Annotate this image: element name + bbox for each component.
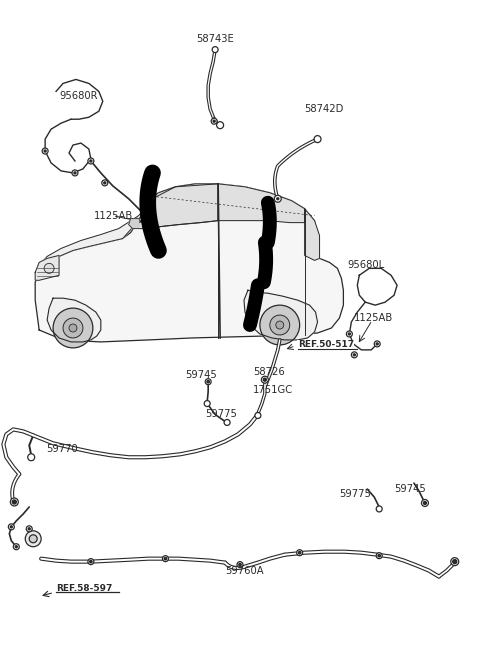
Circle shape [69, 324, 77, 332]
Circle shape [90, 160, 92, 162]
Circle shape [213, 120, 215, 122]
Circle shape [255, 413, 261, 419]
Text: 58742D: 58742D [305, 104, 344, 114]
Circle shape [15, 546, 17, 548]
Circle shape [453, 560, 457, 564]
Circle shape [351, 352, 357, 358]
Circle shape [421, 499, 429, 506]
Circle shape [72, 170, 78, 176]
Text: REF.58-597: REF.58-597 [56, 584, 112, 593]
Circle shape [88, 559, 94, 565]
Circle shape [353, 354, 355, 356]
Circle shape [12, 500, 16, 504]
Circle shape [164, 558, 167, 560]
Text: 95680L: 95680L [348, 260, 384, 270]
Circle shape [104, 182, 106, 184]
Circle shape [42, 148, 48, 154]
Circle shape [378, 554, 380, 557]
Circle shape [211, 118, 217, 124]
Circle shape [8, 524, 14, 530]
Circle shape [277, 197, 279, 199]
Circle shape [376, 553, 382, 559]
Circle shape [270, 315, 290, 335]
Polygon shape [35, 184, 343, 342]
Circle shape [90, 560, 92, 563]
Circle shape [376, 343, 378, 345]
Circle shape [297, 550, 302, 556]
Circle shape [224, 419, 230, 426]
Circle shape [274, 195, 281, 202]
Text: 1125AB: 1125AB [354, 313, 394, 323]
Circle shape [347, 331, 352, 337]
Circle shape [207, 380, 209, 383]
Circle shape [237, 562, 243, 567]
Circle shape [205, 379, 211, 384]
Circle shape [28, 454, 35, 461]
Text: 95680R: 95680R [59, 91, 97, 101]
Circle shape [25, 531, 41, 546]
Circle shape [44, 150, 46, 152]
Circle shape [53, 308, 93, 348]
Text: 59745: 59745 [394, 484, 426, 494]
Text: 59760A: 59760A [225, 565, 264, 575]
Polygon shape [35, 255, 59, 280]
Text: 1751GC: 1751GC [253, 384, 293, 395]
Polygon shape [148, 184, 218, 228]
Polygon shape [218, 184, 305, 222]
Circle shape [264, 379, 266, 381]
Circle shape [44, 263, 54, 274]
Polygon shape [139, 184, 218, 228]
Circle shape [299, 552, 301, 554]
Polygon shape [47, 298, 101, 342]
Circle shape [29, 535, 37, 543]
Circle shape [423, 501, 426, 504]
Circle shape [162, 556, 168, 562]
Circle shape [13, 544, 19, 550]
Circle shape [28, 528, 30, 530]
Text: 59775: 59775 [205, 409, 237, 419]
Circle shape [63, 318, 83, 338]
Polygon shape [39, 201, 148, 272]
Circle shape [212, 47, 218, 52]
Text: 59745: 59745 [185, 370, 217, 380]
Circle shape [204, 401, 210, 407]
Circle shape [216, 122, 224, 129]
Circle shape [348, 333, 350, 335]
Polygon shape [244, 290, 318, 340]
Circle shape [451, 558, 459, 565]
Circle shape [11, 498, 18, 506]
Circle shape [74, 172, 76, 174]
Polygon shape [305, 209, 320, 260]
Circle shape [11, 526, 12, 528]
Circle shape [262, 377, 268, 383]
Circle shape [314, 136, 321, 142]
Circle shape [260, 305, 300, 345]
Polygon shape [129, 218, 139, 228]
Circle shape [276, 321, 284, 329]
Circle shape [88, 158, 94, 164]
Circle shape [374, 341, 380, 347]
Text: 1125AB: 1125AB [94, 211, 133, 220]
Circle shape [239, 564, 241, 566]
Text: 58726: 58726 [253, 367, 285, 377]
Text: 59775: 59775 [339, 489, 372, 499]
Text: 58743E: 58743E [196, 33, 234, 44]
Circle shape [376, 506, 382, 512]
Circle shape [102, 180, 108, 186]
Text: 59770: 59770 [46, 444, 78, 455]
Text: REF.50-517: REF.50-517 [298, 340, 354, 350]
Circle shape [26, 526, 32, 532]
